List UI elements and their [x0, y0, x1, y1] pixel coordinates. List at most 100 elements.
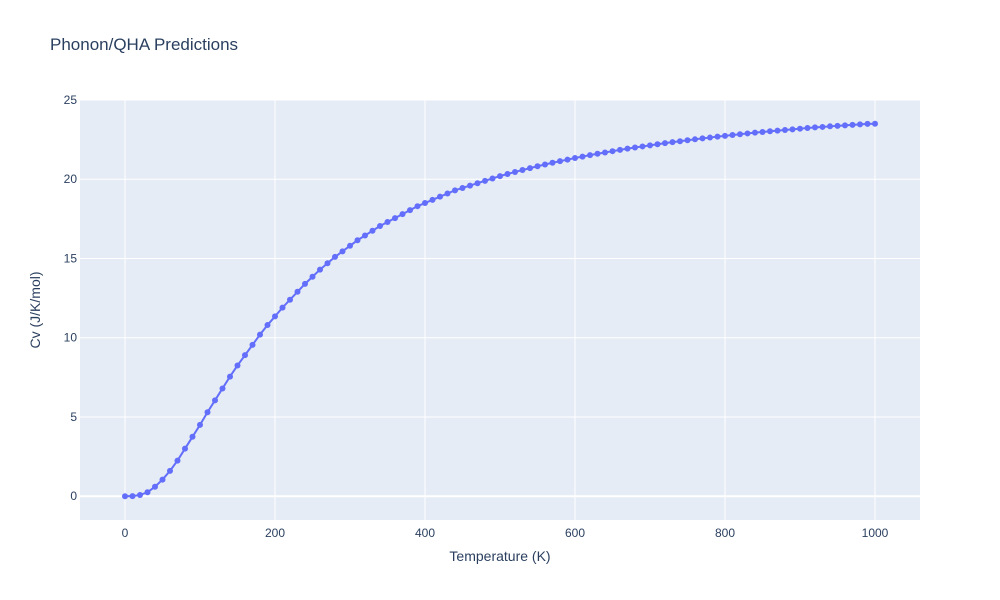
data-point-56[interactable] [542, 161, 548, 168]
data-point-24[interactable] [302, 280, 308, 287]
data-point-0[interactable] [122, 493, 128, 500]
data-point-33[interactable] [369, 227, 376, 234]
data-point-4[interactable] [152, 483, 158, 490]
data-point-6[interactable] [167, 467, 173, 474]
data-point-9[interactable] [189, 433, 196, 440]
data-point-86[interactable] [767, 128, 773, 135]
data-point-38[interactable] [407, 207, 413, 214]
data-point-88[interactable] [782, 126, 788, 133]
data-point-82[interactable] [737, 131, 743, 138]
data-point-93[interactable] [819, 123, 826, 130]
data-point-70[interactable] [647, 142, 653, 149]
data-point-14[interactable] [227, 373, 233, 380]
data-point-79[interactable] [714, 133, 721, 140]
data-point-52[interactable] [512, 168, 518, 175]
data-point-41[interactable] [429, 196, 436, 203]
data-point-32[interactable] [362, 232, 368, 239]
data-point-39[interactable] [414, 203, 421, 210]
data-point-2[interactable] [137, 491, 143, 498]
data-point-47[interactable] [474, 180, 481, 187]
data-point-54[interactable] [527, 165, 533, 172]
data-point-5[interactable] [159, 476, 166, 483]
data-point-30[interactable] [347, 242, 353, 249]
data-point-63[interactable] [594, 150, 601, 157]
data-point-43[interactable] [444, 190, 451, 197]
data-point-12[interactable] [212, 397, 218, 404]
data-point-58[interactable] [557, 158, 563, 165]
data-point-94[interactable] [827, 123, 833, 130]
data-point-61[interactable] [579, 153, 586, 160]
data-point-75[interactable] [684, 137, 691, 144]
data-point-7[interactable] [174, 457, 181, 464]
data-point-10[interactable] [197, 421, 203, 428]
data-point-64[interactable] [602, 149, 608, 156]
data-point-36[interactable] [392, 215, 398, 222]
data-point-68[interactable] [632, 144, 638, 151]
data-point-59[interactable] [564, 156, 571, 163]
data-point-17[interactable] [249, 341, 256, 348]
data-point-40[interactable] [422, 200, 428, 207]
data-point-53[interactable] [519, 167, 526, 174]
data-point-66[interactable] [617, 146, 623, 153]
data-point-13[interactable] [219, 385, 226, 392]
data-point-76[interactable] [692, 136, 698, 143]
data-point-18[interactable] [257, 331, 263, 338]
data-point-55[interactable] [534, 163, 541, 170]
data-point-98[interactable] [857, 121, 863, 128]
data-point-45[interactable] [459, 184, 466, 191]
data-point-99[interactable] [864, 120, 871, 127]
data-point-69[interactable] [639, 143, 646, 150]
data-point-20[interactable] [272, 313, 278, 320]
data-point-19[interactable] [264, 322, 271, 329]
data-point-49[interactable] [489, 175, 496, 182]
data-point-21[interactable] [279, 304, 286, 311]
data-point-91[interactable] [804, 125, 811, 132]
data-point-85[interactable] [759, 129, 766, 136]
data-point-11[interactable] [204, 409, 211, 416]
data-point-15[interactable] [234, 362, 241, 369]
data-point-3[interactable] [144, 489, 151, 496]
data-point-60[interactable] [572, 155, 578, 162]
data-point-1[interactable] [129, 493, 136, 500]
data-point-23[interactable] [294, 288, 301, 295]
data-point-73[interactable] [669, 139, 676, 146]
data-point-62[interactable] [587, 152, 593, 159]
data-point-51[interactable] [504, 171, 511, 178]
data-point-22[interactable] [287, 296, 293, 303]
data-point-77[interactable] [699, 135, 706, 142]
data-point-65[interactable] [609, 148, 616, 155]
data-point-71[interactable] [654, 141, 661, 148]
data-point-28[interactable] [332, 253, 338, 260]
data-point-37[interactable] [399, 211, 406, 218]
data-point-78[interactable] [707, 134, 713, 141]
data-point-29[interactable] [339, 248, 346, 255]
data-point-89[interactable] [789, 126, 796, 133]
data-point-26[interactable] [317, 266, 323, 273]
data-point-72[interactable] [662, 140, 668, 147]
data-point-16[interactable] [242, 352, 248, 359]
data-point-57[interactable] [549, 159, 556, 166]
data-point-90[interactable] [797, 125, 803, 132]
data-point-92[interactable] [812, 124, 818, 131]
data-point-100[interactable] [872, 120, 878, 127]
data-point-84[interactable] [752, 129, 758, 136]
data-point-48[interactable] [482, 177, 488, 184]
data-point-87[interactable] [774, 127, 781, 134]
data-point-80[interactable] [722, 132, 728, 139]
data-point-27[interactable] [324, 260, 331, 267]
data-point-34[interactable] [377, 223, 383, 229]
data-point-95[interactable] [834, 122, 841, 129]
data-point-35[interactable] [384, 219, 391, 226]
data-point-8[interactable] [182, 445, 188, 452]
data-point-83[interactable] [744, 130, 751, 137]
data-point-74[interactable] [677, 138, 683, 145]
data-point-46[interactable] [467, 182, 473, 189]
data-point-50[interactable] [497, 173, 503, 180]
data-point-96[interactable] [842, 122, 848, 129]
data-point-31[interactable] [354, 237, 361, 244]
data-point-97[interactable] [849, 121, 856, 128]
data-point-42[interactable] [437, 193, 443, 200]
data-point-81[interactable] [729, 132, 736, 139]
data-point-67[interactable] [624, 145, 631, 152]
data-point-44[interactable] [452, 187, 458, 194]
